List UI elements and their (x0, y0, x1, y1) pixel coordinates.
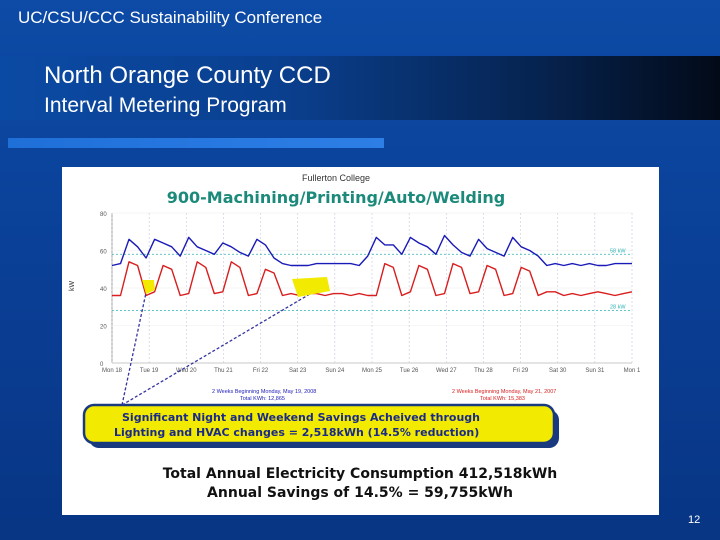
chart-title: 900-Machining/Printing/Auto/Welding (167, 188, 505, 207)
highlight-marker-2 (292, 277, 330, 297)
y-tick-label: 40 (100, 287, 107, 293)
title-bar (0, 56, 720, 120)
college-name: Fullerton College (302, 173, 370, 183)
y-tick-label: 20 (100, 325, 107, 331)
y-tick-label: 80 (100, 212, 107, 218)
callout-box (82, 403, 556, 445)
x-tick-label: Wed 27 (436, 368, 457, 374)
series-line-1 (111, 234, 632, 267)
interval-meter-chart: Fullerton College 900-Machining/Printing… (69, 173, 641, 501)
x-tick-label: Tue 26 (400, 368, 419, 374)
y-tick-label: 0 (100, 362, 104, 368)
y-tick-label: 60 (100, 250, 107, 256)
x-tick-label: Mon 1 (624, 368, 641, 374)
x-tick-label: Mon 25 (362, 368, 383, 374)
slide-subtitle: Interval Metering Program (44, 94, 287, 117)
reference-line-label: 58 kW (610, 248, 626, 254)
legend-entry-1: 2 Weeks Beginning Monday, May 19, 2008 (212, 389, 316, 395)
x-tick-label: Fri 29 (513, 368, 529, 374)
callout-pointer-1 (121, 287, 148, 406)
x-tick-label: Tue 19 (140, 368, 159, 374)
chart-panel: Fullerton College 900-Machining/Printing… (62, 167, 659, 515)
y-axis-label: kW (69, 281, 76, 292)
x-tick-label: Thu 28 (474, 368, 493, 374)
x-tick-label: Mon 18 (102, 368, 123, 374)
x-tick-label: Sun 24 (325, 368, 345, 374)
summary-line-2: Annual Savings of 14.5% = 59,755kWh (207, 485, 513, 501)
x-tick-label: Sat 30 (549, 368, 567, 374)
conference-name: UC/CSU/CCC Sustainability Conference (18, 8, 323, 27)
legend-entry-2: 2 Weeks Beginning Monday, May 21, 2007 (452, 389, 556, 395)
legend-total-1: Total KWh: 12,865 (240, 396, 285, 402)
title-underline (8, 138, 384, 148)
x-tick-label: Wed 20 (176, 368, 197, 374)
x-tick-label: Sat 23 (289, 368, 307, 374)
series-line-2 (112, 261, 633, 297)
slide-number: 12 (688, 514, 701, 526)
x-tick-label: Sun 31 (585, 368, 605, 374)
callout-pointer-2 (121, 287, 321, 406)
x-tick-label: Thu 21 (214, 368, 233, 374)
summary-line-1: Total Annual Electricity Consumption 412… (163, 466, 558, 482)
highlight-marker-1 (142, 280, 155, 294)
legend-total-2: Total KWh: 15,383 (480, 396, 525, 402)
callout-text: Significant Night and Weekend Savings Ac… (114, 411, 484, 439)
reference-line-label: 28 kW (610, 305, 626, 311)
slide-title: North Orange County CCD (44, 62, 331, 89)
x-tick-label: Fri 22 (253, 368, 269, 374)
